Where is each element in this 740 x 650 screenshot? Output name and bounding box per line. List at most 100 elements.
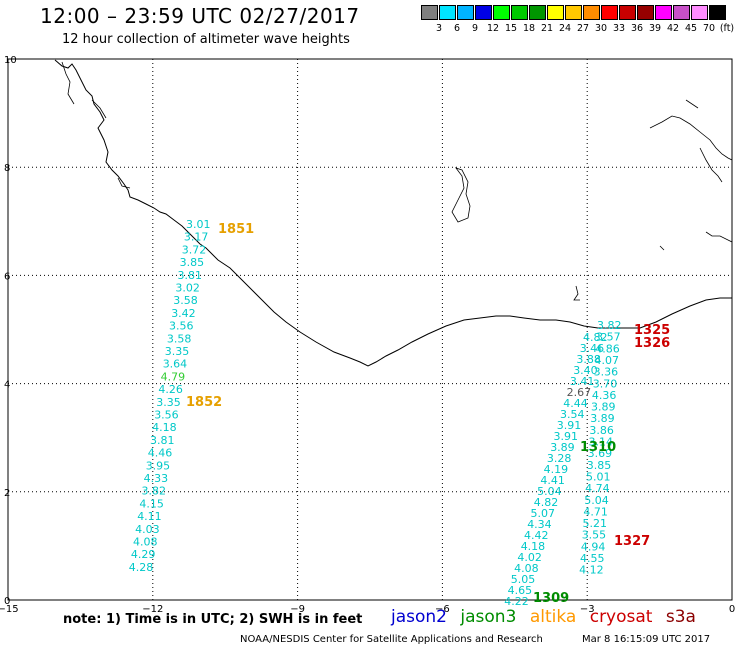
x-tick-label: −15	[0, 604, 19, 615]
wave-height-value: 4.11	[137, 510, 162, 523]
wave-height-value: 3.58	[167, 332, 192, 345]
scale-label: 36	[630, 23, 644, 34]
scale-swatch	[511, 5, 528, 20]
wave-height-value: 4.28	[129, 561, 154, 574]
wave-height-value: 3.28	[547, 452, 572, 465]
y-tick-label: 0	[4, 596, 10, 607]
scale-swatch	[475, 5, 492, 20]
y-tick-label: 8	[4, 163, 10, 174]
legend-altika: altika	[529, 607, 577, 627]
wave-height-value: 4.42	[524, 529, 549, 542]
wave-height-value: 4.82	[583, 331, 608, 344]
scale-swatch	[619, 5, 636, 20]
scale-label: 18	[522, 23, 536, 34]
wave-height-value: 4.02	[517, 551, 542, 564]
wave-height-value: 4.22	[504, 595, 529, 608]
wave-height-value: 4.44	[563, 397, 588, 410]
wave-height-value: 3.02	[175, 282, 200, 295]
pass-label: 1309	[533, 591, 569, 606]
scale-label: (ft)	[719, 23, 735, 34]
wave-height-value: 3.35	[165, 345, 190, 358]
altimeter-tracks: 3.013.173.723.853.813.023.583.423.563.58…	[129, 218, 622, 608]
scale-swatch	[493, 5, 510, 20]
wave-height-value: 4.33	[144, 472, 169, 485]
wave-height-value: 3.69	[588, 447, 613, 460]
scale-swatch	[637, 5, 654, 20]
wave-height-value: 3.46	[580, 342, 605, 355]
coastline	[54, 59, 733, 367]
scale-swatch	[439, 5, 456, 20]
wave-height-value: 3.01	[186, 218, 211, 231]
axis-tick-labels: −15 −12 −9 −6 −3 0 0 2 4 6 8 10	[0, 55, 735, 615]
wave-height-value: 4.36	[592, 389, 617, 402]
map-title: 12:00 – 23:59 UTC 02/27/2017	[40, 4, 360, 28]
wave-height-value: 5.01	[586, 471, 611, 484]
wave-height-value: 4.65	[508, 584, 532, 597]
wave-height-value: 3.88	[576, 353, 601, 366]
pass-label: 1325	[634, 323, 670, 338]
wave-height-value: 4.26	[158, 383, 183, 396]
wave-height-value: 3.95	[146, 459, 171, 472]
scale-swatch	[709, 5, 726, 20]
wave-height-value: 4.12	[579, 564, 604, 577]
scale-swatch	[691, 5, 708, 20]
wave-height-value: 3.54	[560, 408, 585, 421]
wave-height-value: 4.74	[585, 482, 610, 495]
wave-height-value: 4.79	[161, 370, 186, 383]
scale-label: 42	[666, 23, 680, 34]
wave-height-value: 4.82	[534, 496, 559, 509]
wave-height-value: 3.41	[570, 375, 595, 388]
scale-swatch	[457, 5, 474, 20]
wave-height-value: 3.56	[169, 320, 194, 333]
wave-height-value: 3.35	[156, 396, 181, 409]
wave-height-value: 4.86	[595, 342, 620, 355]
wave-height-value: 4.08	[133, 536, 158, 549]
wave-height-value: 5.05	[511, 573, 536, 586]
wave-height-value: 3.56	[154, 409, 179, 422]
wave-height-value: 4.03	[135, 523, 160, 536]
scale-label: 9	[471, 23, 479, 34]
y-tick-label: 10	[4, 55, 17, 66]
scale-swatch	[421, 5, 438, 20]
x-tick-label: 0	[729, 604, 735, 615]
wave-height-value: 5.21	[583, 517, 608, 530]
scale-label: 21	[540, 23, 554, 34]
scale-swatch	[529, 5, 546, 20]
wave-height-value: 3.85	[180, 256, 205, 269]
x-tick-label: −9	[290, 604, 305, 615]
wave-height-value: 3.91	[554, 430, 579, 443]
wave-height-value: 4.08	[514, 562, 539, 575]
y-tick-label: 4	[4, 380, 10, 391]
wave-height-value: 4.71	[583, 505, 608, 518]
wave-height-value: 3.82	[597, 319, 622, 332]
satellite-legend: jason2 jason3 altika cryosat s3a	[391, 607, 704, 627]
wave-height-value: 3.89	[550, 441, 575, 454]
wave-height-value: 3.17	[184, 231, 209, 244]
scale-swatch	[565, 5, 582, 20]
map-frame	[7, 58, 733, 601]
pass-label: 1851	[218, 222, 254, 237]
wave-height-value: 4.34	[527, 518, 552, 531]
x-tick-label: −3	[580, 604, 595, 615]
wave-height-value: 4.19	[544, 463, 569, 476]
wave-height-value: 3.57	[596, 331, 621, 344]
map-gridlines	[8, 59, 732, 600]
x-tick-label: −6	[435, 604, 450, 615]
pass-label: 1310	[580, 440, 616, 455]
wave-height-value: 3.64	[163, 358, 188, 371]
scale-label: 12	[486, 23, 500, 34]
wave-height-value: 4.55	[580, 552, 605, 565]
y-tick-label: 6	[4, 271, 10, 282]
scale-label: 70	[702, 23, 716, 34]
legend-s3a: s3a	[665, 607, 696, 627]
wave-height-value: 3.81	[150, 434, 175, 447]
scale-swatch	[673, 5, 690, 20]
wave-height-value: 4.29	[131, 548, 156, 561]
pass-label: 1852	[186, 395, 222, 410]
wave-height-value: 3.85	[587, 459, 612, 472]
scale-swatch	[655, 5, 672, 20]
wave-height-value: 3.72	[182, 243, 207, 256]
wave-height-value: 4.46	[148, 447, 173, 460]
